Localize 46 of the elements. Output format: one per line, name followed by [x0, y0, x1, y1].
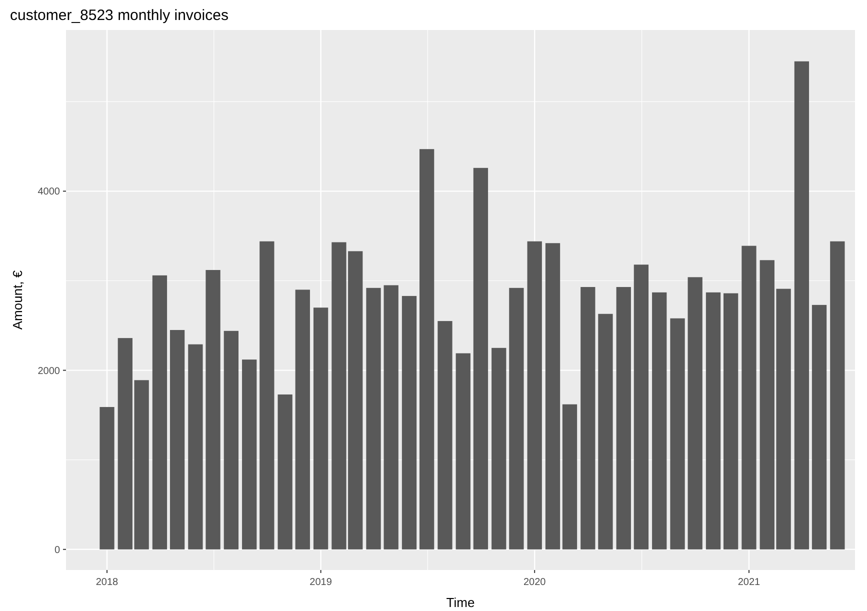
bar [402, 296, 417, 550]
y-tick-label: 4000 [38, 186, 60, 198]
y-axis-title: Amount, € [10, 270, 25, 330]
x-tick-label: 2019 [310, 577, 332, 588]
y-tick-label: 2000 [38, 366, 60, 377]
x-tick-label: 2018 [96, 577, 119, 588]
bar [562, 404, 578, 550]
bar [295, 290, 310, 550]
x-axis-title: Time [446, 595, 475, 610]
bar [206, 270, 220, 550]
bar [224, 330, 239, 550]
bar [830, 241, 845, 550]
bar [634, 264, 649, 550]
bar [473, 168, 488, 550]
x-tick-label: 2021 [738, 577, 761, 588]
bar [812, 304, 827, 550]
bar [724, 293, 738, 550]
bar [492, 348, 506, 550]
chart-title: customer_8523 monthly invoices [10, 7, 228, 24]
bar [652, 292, 667, 550]
bar [580, 287, 596, 550]
bar [527, 241, 542, 550]
bar [670, 318, 685, 550]
bar [260, 241, 274, 550]
bar [152, 275, 168, 550]
bar [509, 288, 524, 550]
bar [794, 61, 810, 550]
bar [545, 243, 560, 550]
bar [598, 314, 613, 550]
y-tick-label: 0 [54, 544, 60, 556]
bar [188, 344, 203, 550]
bar [170, 330, 185, 550]
bar [742, 246, 756, 550]
bar [688, 277, 702, 550]
bar [706, 292, 721, 550]
bar [420, 149, 434, 550]
bar [456, 353, 470, 550]
bar [384, 285, 398, 550]
bar [366, 288, 381, 550]
bar [616, 287, 631, 550]
bar [242, 360, 257, 550]
bar [438, 321, 452, 550]
bar [100, 407, 114, 550]
x-tick-label: 2020 [523, 577, 546, 588]
bar [313, 308, 328, 550]
bar [278, 394, 292, 550]
